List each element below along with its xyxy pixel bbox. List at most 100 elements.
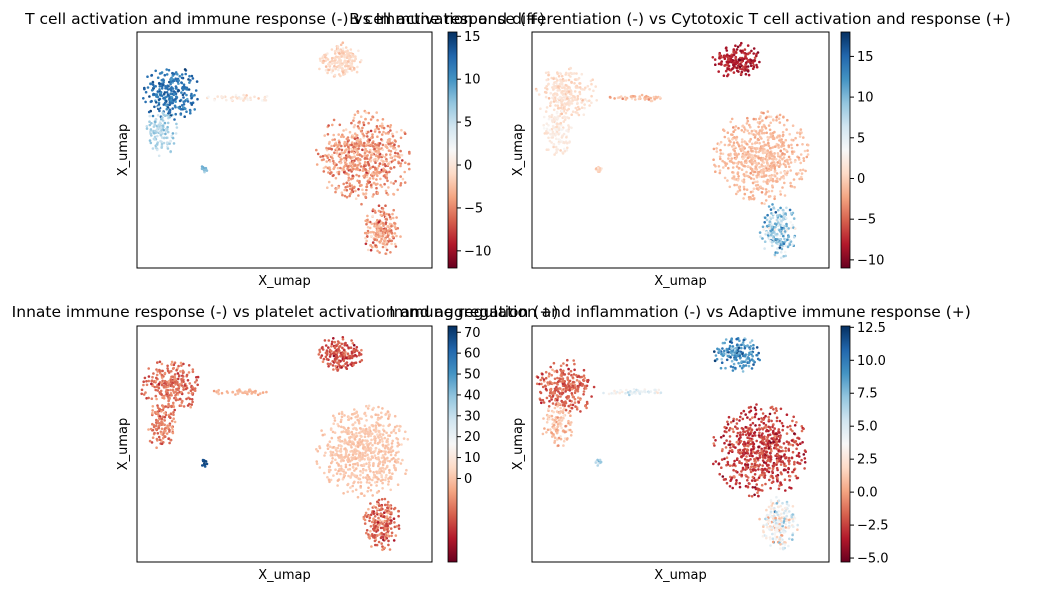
scatter-point [565,129,568,132]
scatter-point [551,130,555,134]
scatter-point [767,190,771,193]
scatter-point [190,103,194,106]
scatter-point [340,63,344,67]
scatter-point [749,177,753,180]
scatter-point [151,409,154,412]
scatter-point [376,191,380,194]
scatter-point [315,462,319,466]
scatter-point [350,458,354,462]
scatter-point [342,168,345,172]
scatter-point [788,208,792,212]
scatter-point [195,80,199,83]
scatter-point [355,345,359,349]
scatter-point [175,86,178,89]
scatter-point [161,132,164,135]
scatter-point [390,239,394,243]
scatter-point [744,61,748,64]
scatter-point [728,185,732,189]
scatter-point [381,440,384,443]
scatter-point [790,138,793,142]
scatter-point [341,47,345,50]
scatter-point [799,153,803,156]
x-axis-label: X_umap [258,274,311,289]
scatter-point [160,417,163,421]
scatter-point [159,126,163,129]
scatter-point [576,108,579,112]
scatter-point [723,57,727,60]
scatter-point [155,142,159,146]
scatter-point [354,348,358,352]
cluster-right-tail [758,203,797,260]
scatter-point [334,458,337,462]
cluster-small-isolated [594,458,603,467]
scatter-point [163,379,167,383]
scatter-point [647,391,651,394]
cluster-right-main [315,109,411,206]
scatter-point [363,160,367,164]
scatter-point [204,166,208,170]
scatter-point [777,224,780,227]
scatter-point [782,144,786,147]
scatter-point [780,176,783,179]
scatter-point [386,146,389,150]
scatter-point [353,426,356,430]
scatter-point [351,442,355,446]
scatter-point [769,115,773,119]
scatter-point [159,369,163,373]
scatter-point [374,234,378,237]
scatter-point [180,377,183,381]
scatter-point [798,132,802,136]
scatter-point [782,156,786,159]
cluster-right-main [712,110,810,205]
scatter-point [348,51,351,55]
scatter-point [346,352,350,356]
scatter-point [754,155,758,158]
scatter-point [327,478,331,482]
scatter-point [369,244,372,247]
scatter-point [151,412,154,415]
scatter-point [744,63,747,67]
scatter-point [358,162,362,165]
scatter-point [335,61,339,64]
scatter-point [542,401,546,404]
scatter-point [142,383,145,387]
scatter-point [362,174,365,178]
scatter-point [376,526,379,530]
scatter-point [151,436,155,440]
scatter-point [363,231,367,235]
scatter-point [157,126,160,130]
scatter-point [185,87,188,91]
scatter-point [376,182,379,186]
scatter-point [379,227,382,230]
scatter-point [144,90,148,94]
scatter-point [733,145,736,149]
scatter-point [388,215,392,219]
scatter-point [582,393,585,396]
scatter-point [610,392,613,395]
colorbar-tick-label: 10 [464,73,481,88]
scatter-point [806,149,809,152]
scatter-point [388,476,392,480]
scatter-point [772,237,775,241]
scatter-point [154,117,158,121]
scatter-point [559,106,563,110]
scatter-point [763,247,766,250]
scatter-point [563,118,567,121]
scatter-point [386,410,390,413]
scatter-point [173,381,177,384]
scatter-point [323,454,326,457]
scatter-point [324,451,327,455]
scatter-point [776,161,779,164]
scatter-point [163,415,167,419]
scatter-point [560,426,563,430]
scatter-point [326,133,330,136]
scatter-point [590,82,593,86]
scatter-point [371,245,374,249]
scatter-point [379,479,383,483]
scatter-point [154,427,158,431]
scatter-point [153,135,157,139]
scatter-point [547,407,550,411]
scatter-point [762,161,765,164]
scatter-point [367,442,371,446]
colorbar-tick-label: 10 [464,451,481,466]
